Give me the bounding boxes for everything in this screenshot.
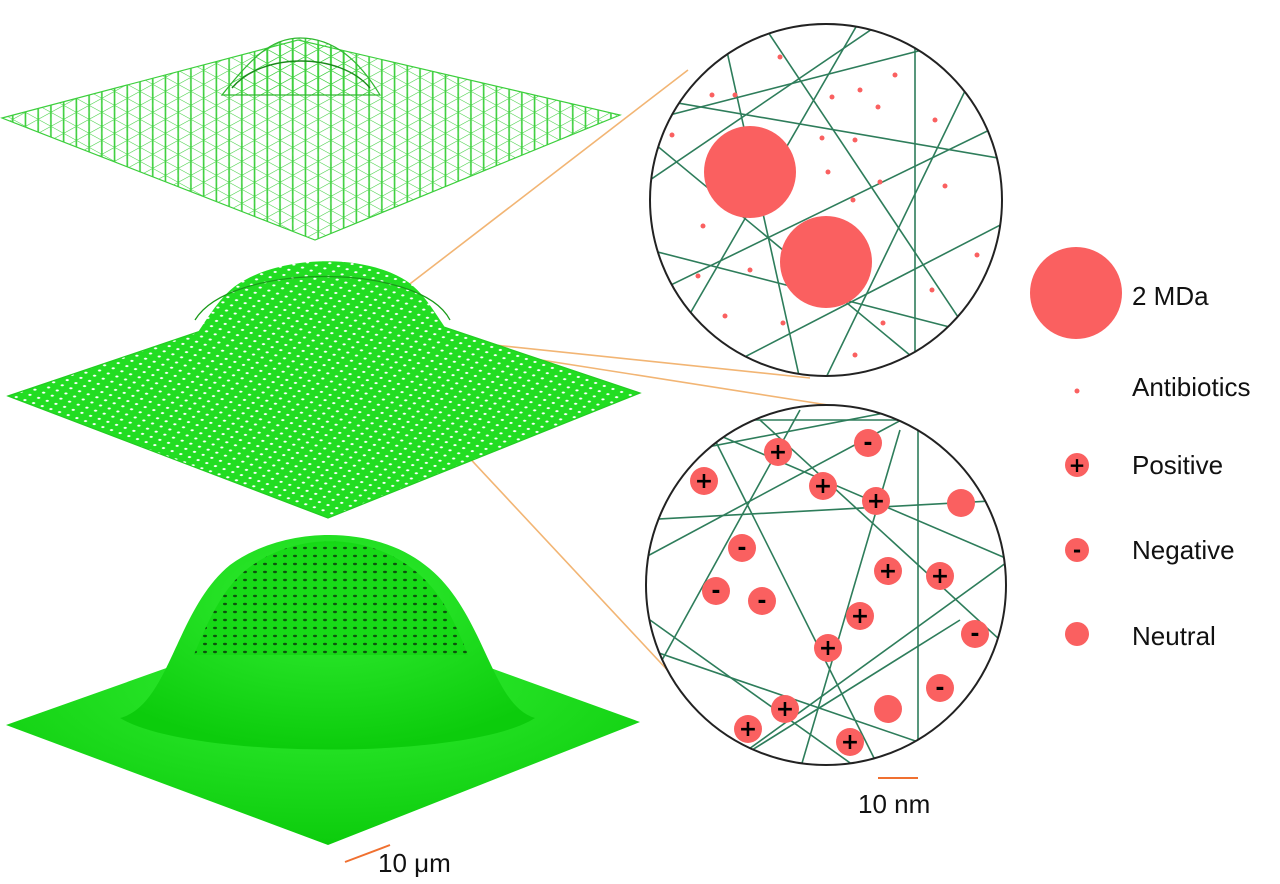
- positive-particle: [814, 634, 842, 662]
- negative-particle-sign: -: [737, 536, 746, 561]
- negative-particle-sign: -: [757, 589, 766, 614]
- positive-particle-sign: +: [739, 717, 757, 742]
- zoom-circle-top: [649, 23, 1003, 377]
- positive-particle: [846, 602, 874, 630]
- negative-particle: [728, 534, 756, 562]
- mesh-solid: [6, 535, 640, 845]
- legend-item-neutral: Neutral: [1065, 621, 1216, 651]
- positive-particle-sign: +: [819, 636, 837, 661]
- neutral-particle-icon: [1065, 622, 1089, 646]
- neutral-particle: [947, 489, 975, 517]
- positive-particle-sign: +: [769, 440, 787, 465]
- negative-particle-sign: -: [863, 431, 872, 456]
- zoom-circle-bottom-border: [645, 404, 1007, 766]
- positive-particle: [862, 487, 890, 515]
- zoom-circle-bottom: + -+ ++-+ +- -++--+++: [645, 404, 1007, 766]
- positive-particle: [926, 562, 954, 590]
- legend-item-positive: + Positive: [1065, 450, 1223, 480]
- positive-particle-sign: +: [841, 730, 859, 755]
- negative-particle-sign: -: [711, 579, 720, 604]
- negative-particle-sign: -: [935, 676, 944, 701]
- positive-particle-sign: +: [931, 564, 949, 589]
- positive-particle-sign: +: [879, 559, 897, 584]
- negative-particle: [748, 587, 776, 615]
- neutral-particle: [874, 695, 902, 723]
- legend-label-neutral: Neutral: [1132, 621, 1216, 651]
- positive-particle: [809, 472, 837, 500]
- legend: 2 MDa Antibiotics + Positive - Negative …: [1030, 247, 1251, 651]
- scale-bar-micro-label: 10 μm: [378, 848, 451, 878]
- legend-label-antibiotics: Antibiotics: [1132, 372, 1251, 402]
- positive-particle-sign: +: [776, 697, 794, 722]
- legend-label-positive: Positive: [1132, 450, 1223, 480]
- scale-bar-nano: 10 nm: [858, 777, 930, 819]
- minus-particle-icon: [1065, 538, 1089, 562]
- plus-particle-icon: [1065, 453, 1089, 477]
- plus-sign: +: [1069, 453, 1086, 477]
- negative-particle: [702, 577, 730, 605]
- positive-particle: [734, 715, 762, 743]
- positive-particle: [690, 467, 718, 495]
- positive-particle-sign: +: [867, 489, 885, 514]
- mesh-wireframe-sparse: [0, 37, 622, 241]
- positive-particle: [771, 695, 799, 723]
- positive-particle: [836, 728, 864, 756]
- positive-particle: [764, 438, 792, 466]
- large-circle-icon: [1030, 247, 1122, 339]
- 2mda-complexes: [704, 126, 872, 308]
- small-dot-icon: [1074, 388, 1080, 394]
- negative-particle: [961, 620, 989, 648]
- zoom-circle-top-border: [649, 23, 1003, 377]
- legend-item-2mda: 2 MDa: [1030, 247, 1209, 339]
- positive-particle-sign: +: [851, 604, 869, 629]
- negative-particle: [926, 674, 954, 702]
- scale-bar-nano-label: 10 nm: [858, 789, 930, 819]
- charged-particles: + -+ ++-+ +- -++--+++: [690, 429, 989, 756]
- mesh-wireframe-dense: [6, 261, 642, 519]
- positive-particle-sign: +: [695, 469, 713, 494]
- legend-label-negative: Negative: [1132, 535, 1235, 565]
- antibiotic-particles: [669, 54, 980, 358]
- legend-label-2mda: 2 MDa: [1132, 281, 1209, 311]
- scale-bar-micro: 10 μm: [344, 844, 451, 878]
- legend-item-antibiotics: Antibiotics: [1074, 372, 1251, 402]
- positive-particle-sign: +: [814, 474, 832, 499]
- negative-particle: [854, 429, 882, 457]
- negative-particle-sign: -: [970, 622, 979, 647]
- minus-sign: -: [1073, 538, 1081, 562]
- positive-particle: [874, 557, 902, 585]
- legend-item-negative: - Negative: [1065, 535, 1235, 565]
